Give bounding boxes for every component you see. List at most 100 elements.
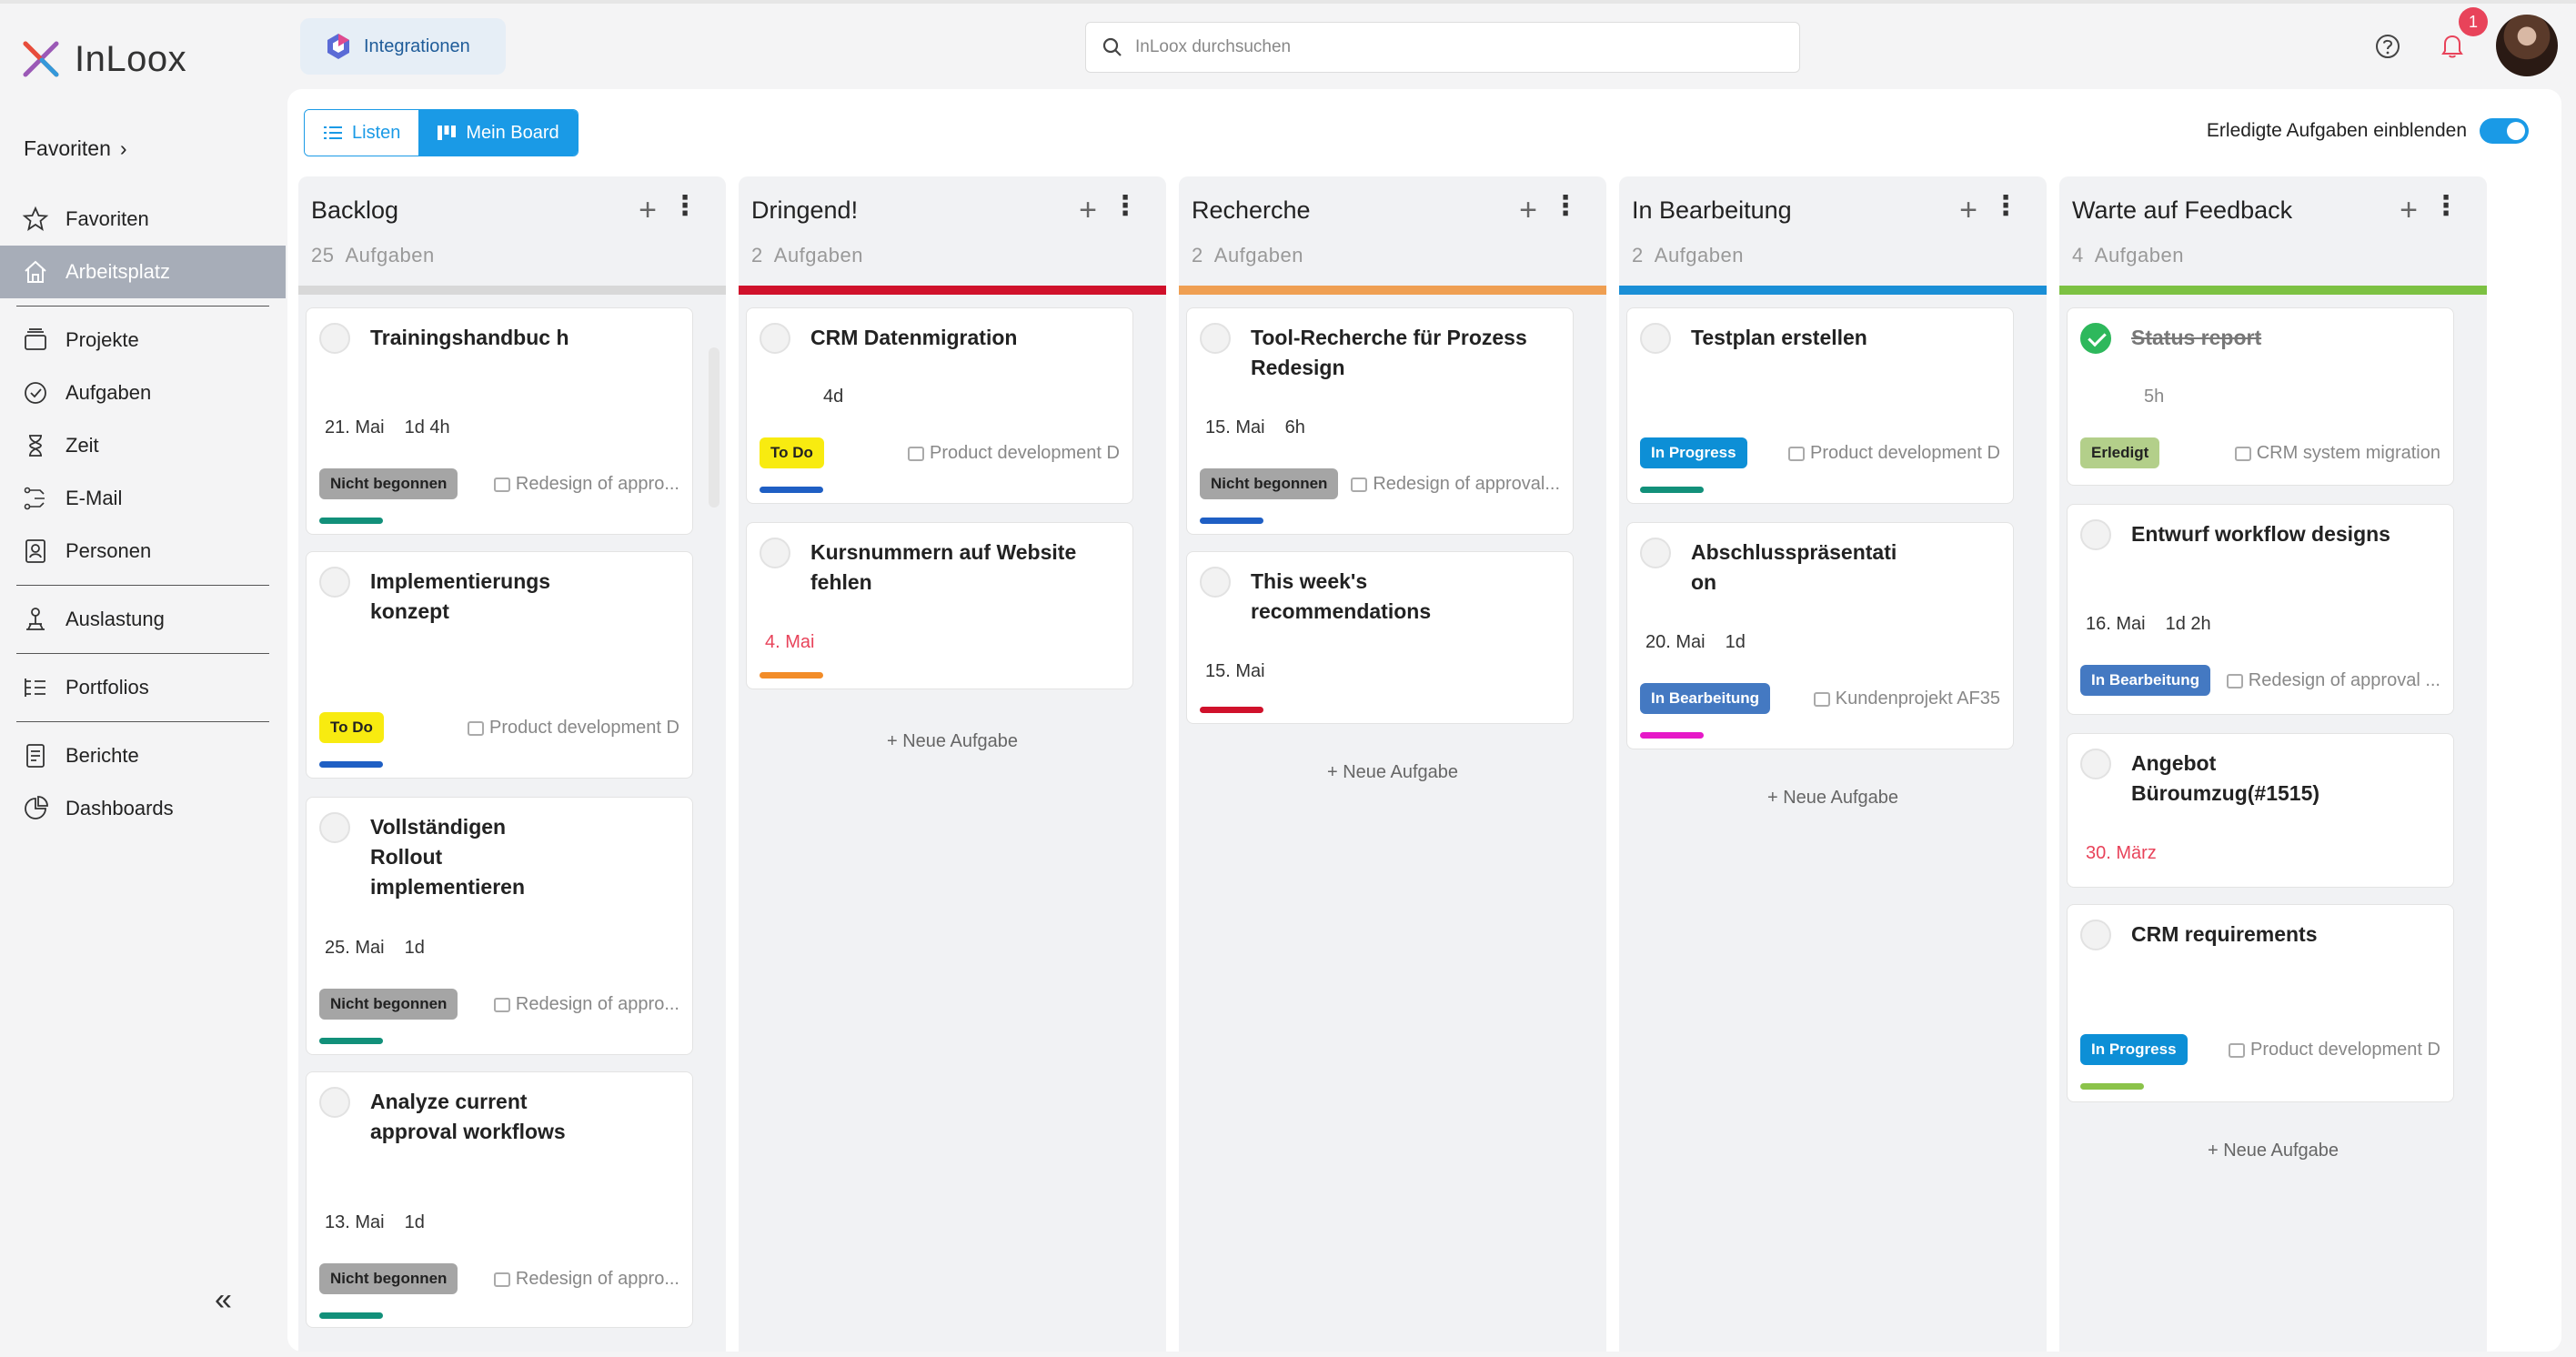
task-card[interactable]: Trainingshandbuc h 21. Mai 1d 4h Nicht b… — [306, 307, 693, 535]
task-date: 30. März — [2086, 843, 2157, 863]
user-avatar[interactable] — [2496, 15, 2558, 76]
sidebar-item-projekte[interactable]: Projekte — [0, 314, 286, 367]
show-completed-toggle[interactable]: Erledigte Aufgaben einblenden — [2207, 118, 2529, 144]
task-card[interactable]: Abschlusspräsentati on 20. Mai 1d In Bea… — [1626, 522, 2014, 749]
more-options-icon[interactable]: ⋮ — [1552, 191, 1579, 221]
task-project[interactable]: Redesign of appro... — [493, 994, 679, 1015]
task-checkbox[interactable] — [2080, 920, 2111, 950]
task-project[interactable]: Kundenprojekt AF35 — [1813, 689, 2000, 709]
task-card[interactable]: Analyze current approval workflows 13. M… — [306, 1071, 693, 1328]
task-card[interactable]: Testplan erstellen In Progress Product d… — [1626, 307, 2014, 504]
favorites-header[interactable]: Favoriten › — [24, 136, 127, 161]
task-checkbox[interactable] — [319, 1087, 350, 1118]
task-card[interactable]: CRM requirements In Progress Product dev… — [2067, 904, 2454, 1102]
task-card[interactable]: Entwurf workflow designs 16. Mai 1d 2h I… — [2067, 504, 2454, 715]
task-checkbox[interactable] — [319, 812, 350, 843]
task-project[interactable]: Product development D — [467, 718, 679, 739]
task-card[interactable]: Kursnummern auf Website fehlen 4. Mai — [746, 522, 1133, 689]
sidebar-item-favoriten[interactable]: Favoriten — [0, 193, 286, 246]
more-options-icon[interactable]: ⋮ — [671, 191, 699, 221]
status-badge[interactable]: In Bearbeitung — [1640, 683, 1771, 714]
task-checkbox[interactable] — [1640, 538, 1671, 568]
task-project[interactable]: Redesign of approval ... — [2226, 670, 2440, 691]
status-badge[interactable]: Nicht begonnen — [319, 1263, 458, 1294]
task-checkbox[interactable] — [319, 567, 350, 598]
task-card[interactable]: Vollständigen Rollout implementieren 25.… — [306, 797, 693, 1055]
sidebar-item-label: Projekte — [65, 328, 139, 351]
add-task-icon[interactable]: + — [1959, 193, 1977, 227]
sidebar-item-email[interactable]: E-Mail — [0, 472, 286, 525]
toggle-switch[interactable] — [2480, 118, 2529, 144]
new-task-button[interactable]: + Neue Aufgabe — [886, 731, 1019, 751]
status-badge[interactable]: Nicht begonnen — [319, 468, 458, 499]
add-task-icon[interactable]: + — [639, 193, 657, 227]
task-project[interactable]: Product development D — [907, 443, 1120, 464]
sidebar: InLoox Favoriten › Favoriten Arbeitsplat… — [0, 4, 286, 1357]
task-card[interactable]: Status report 5h Erledigt CRM system mig… — [2067, 307, 2454, 486]
status-badge[interactable]: In Progress — [1640, 437, 1747, 468]
collapse-sidebar-button[interactable]: « — [215, 1282, 232, 1317]
search-input[interactable]: InLoox durchsuchen — [1085, 22, 1800, 73]
column-header: Recherche 2 Aufgaben + ⋮ — [1179, 176, 1606, 295]
task-project[interactable]: Product development D — [2228, 1040, 2440, 1060]
status-badge[interactable]: To Do — [760, 437, 824, 468]
task-meta: 4. Mai — [765, 632, 814, 653]
status-badge[interactable]: Erledigt — [2080, 437, 2160, 468]
add-task-icon[interactable]: + — [1079, 193, 1097, 227]
task-card[interactable]: Angebot Büroumzug(#1515) 30. März — [2067, 733, 2454, 888]
column-count: 2 Aufgaben — [751, 244, 863, 266]
status-badge[interactable]: To Do — [319, 712, 384, 743]
status-badge[interactable]: In Bearbeitung — [2080, 665, 2211, 696]
new-task-button[interactable]: + Neue Aufgabe — [1326, 762, 1459, 782]
task-card[interactable]: This week's recommendations 15. Mai — [1186, 551, 1574, 724]
task-project[interactable]: Product development D — [1787, 443, 2000, 464]
list-view-button[interactable]: Listen — [305, 110, 419, 156]
task-checkbox[interactable] — [1640, 323, 1671, 354]
column-scrollbar[interactable] — [709, 347, 719, 508]
new-task-button[interactable]: + Neue Aufgabe — [1766, 788, 1899, 808]
task-card[interactable]: Implementierungs konzept To Do Product d… — [306, 551, 693, 779]
task-checkbox[interactable] — [760, 538, 790, 568]
more-options-icon[interactable]: ⋮ — [1112, 191, 1139, 221]
task-project[interactable]: Redesign of approval... — [1351, 474, 1560, 495]
task-checkbox[interactable] — [319, 323, 350, 354]
app-logo[interactable]: InLoox — [20, 35, 186, 84]
task-title: Kursnummern auf Website fehlen — [810, 540, 1077, 594]
task-card[interactable]: Tool-Recherche für Prozess Redesign 15. … — [1186, 307, 1574, 535]
bell-icon[interactable] — [2438, 31, 2467, 60]
task-project[interactable]: Redesign of appro... — [493, 1269, 679, 1290]
sidebar-item-portfolios[interactable]: Portfolios — [0, 661, 286, 714]
sidebar-item-auslastung[interactable]: Auslastung — [0, 593, 286, 646]
status-badge[interactable]: Nicht begonnen — [319, 989, 458, 1020]
sidebar-item-arbeitsplatz[interactable]: Arbeitsplatz — [0, 246, 286, 298]
sidebar-item-berichte[interactable]: Berichte — [0, 729, 286, 782]
sidebar-item-dashboards[interactable]: Dashboards — [0, 782, 286, 835]
board-column-dringend: Dringend! 2 Aufgaben + ⋮ CRM Datenmigrat… — [739, 176, 1166, 1352]
task-checkbox-checked[interactable] — [2080, 323, 2111, 354]
add-task-icon[interactable]: + — [1519, 193, 1537, 227]
sidebar-item-aufgaben[interactable]: Aufgaben — [0, 367, 286, 419]
inloox-logo-icon — [23, 41, 59, 77]
sidebar-item-zeit[interactable]: Zeit — [0, 419, 286, 472]
board-view-button[interactable]: Mein Board — [418, 110, 578, 156]
status-badge[interactable]: In Progress — [2080, 1034, 2188, 1065]
help-icon[interactable] — [2374, 33, 2401, 60]
task-checkbox[interactable] — [1200, 567, 1231, 598]
sidebar-item-personen[interactable]: Personen — [0, 525, 286, 578]
task-checkbox[interactable] — [2080, 519, 2111, 550]
task-checkbox[interactable] — [760, 323, 790, 354]
status-badge[interactable]: Nicht begonnen — [1200, 468, 1339, 499]
task-checkbox[interactable] — [2080, 749, 2111, 779]
more-options-icon[interactable]: ⋮ — [1992, 191, 2019, 221]
task-project[interactable]: CRM system migration — [2234, 443, 2440, 464]
column-title: Dringend! — [751, 196, 859, 224]
more-options-icon[interactable]: ⋮ — [2432, 191, 2460, 221]
task-card[interactable]: CRM Datenmigration 4d To Do Product deve… — [746, 307, 1133, 504]
new-task-button[interactable]: + Neue Aufgabe — [2207, 1141, 2340, 1161]
add-task-icon[interactable]: + — [2400, 193, 2418, 227]
column-header: Dringend! 2 Aufgaben + ⋮ — [739, 176, 1166, 295]
integrations-button[interactable]: Integrationen — [300, 18, 506, 75]
task-project[interactable]: Redesign of appro... — [493, 474, 679, 495]
task-checkbox[interactable] — [1200, 323, 1231, 354]
task-meta: 16. Mai 1d 2h — [2086, 614, 2211, 635]
